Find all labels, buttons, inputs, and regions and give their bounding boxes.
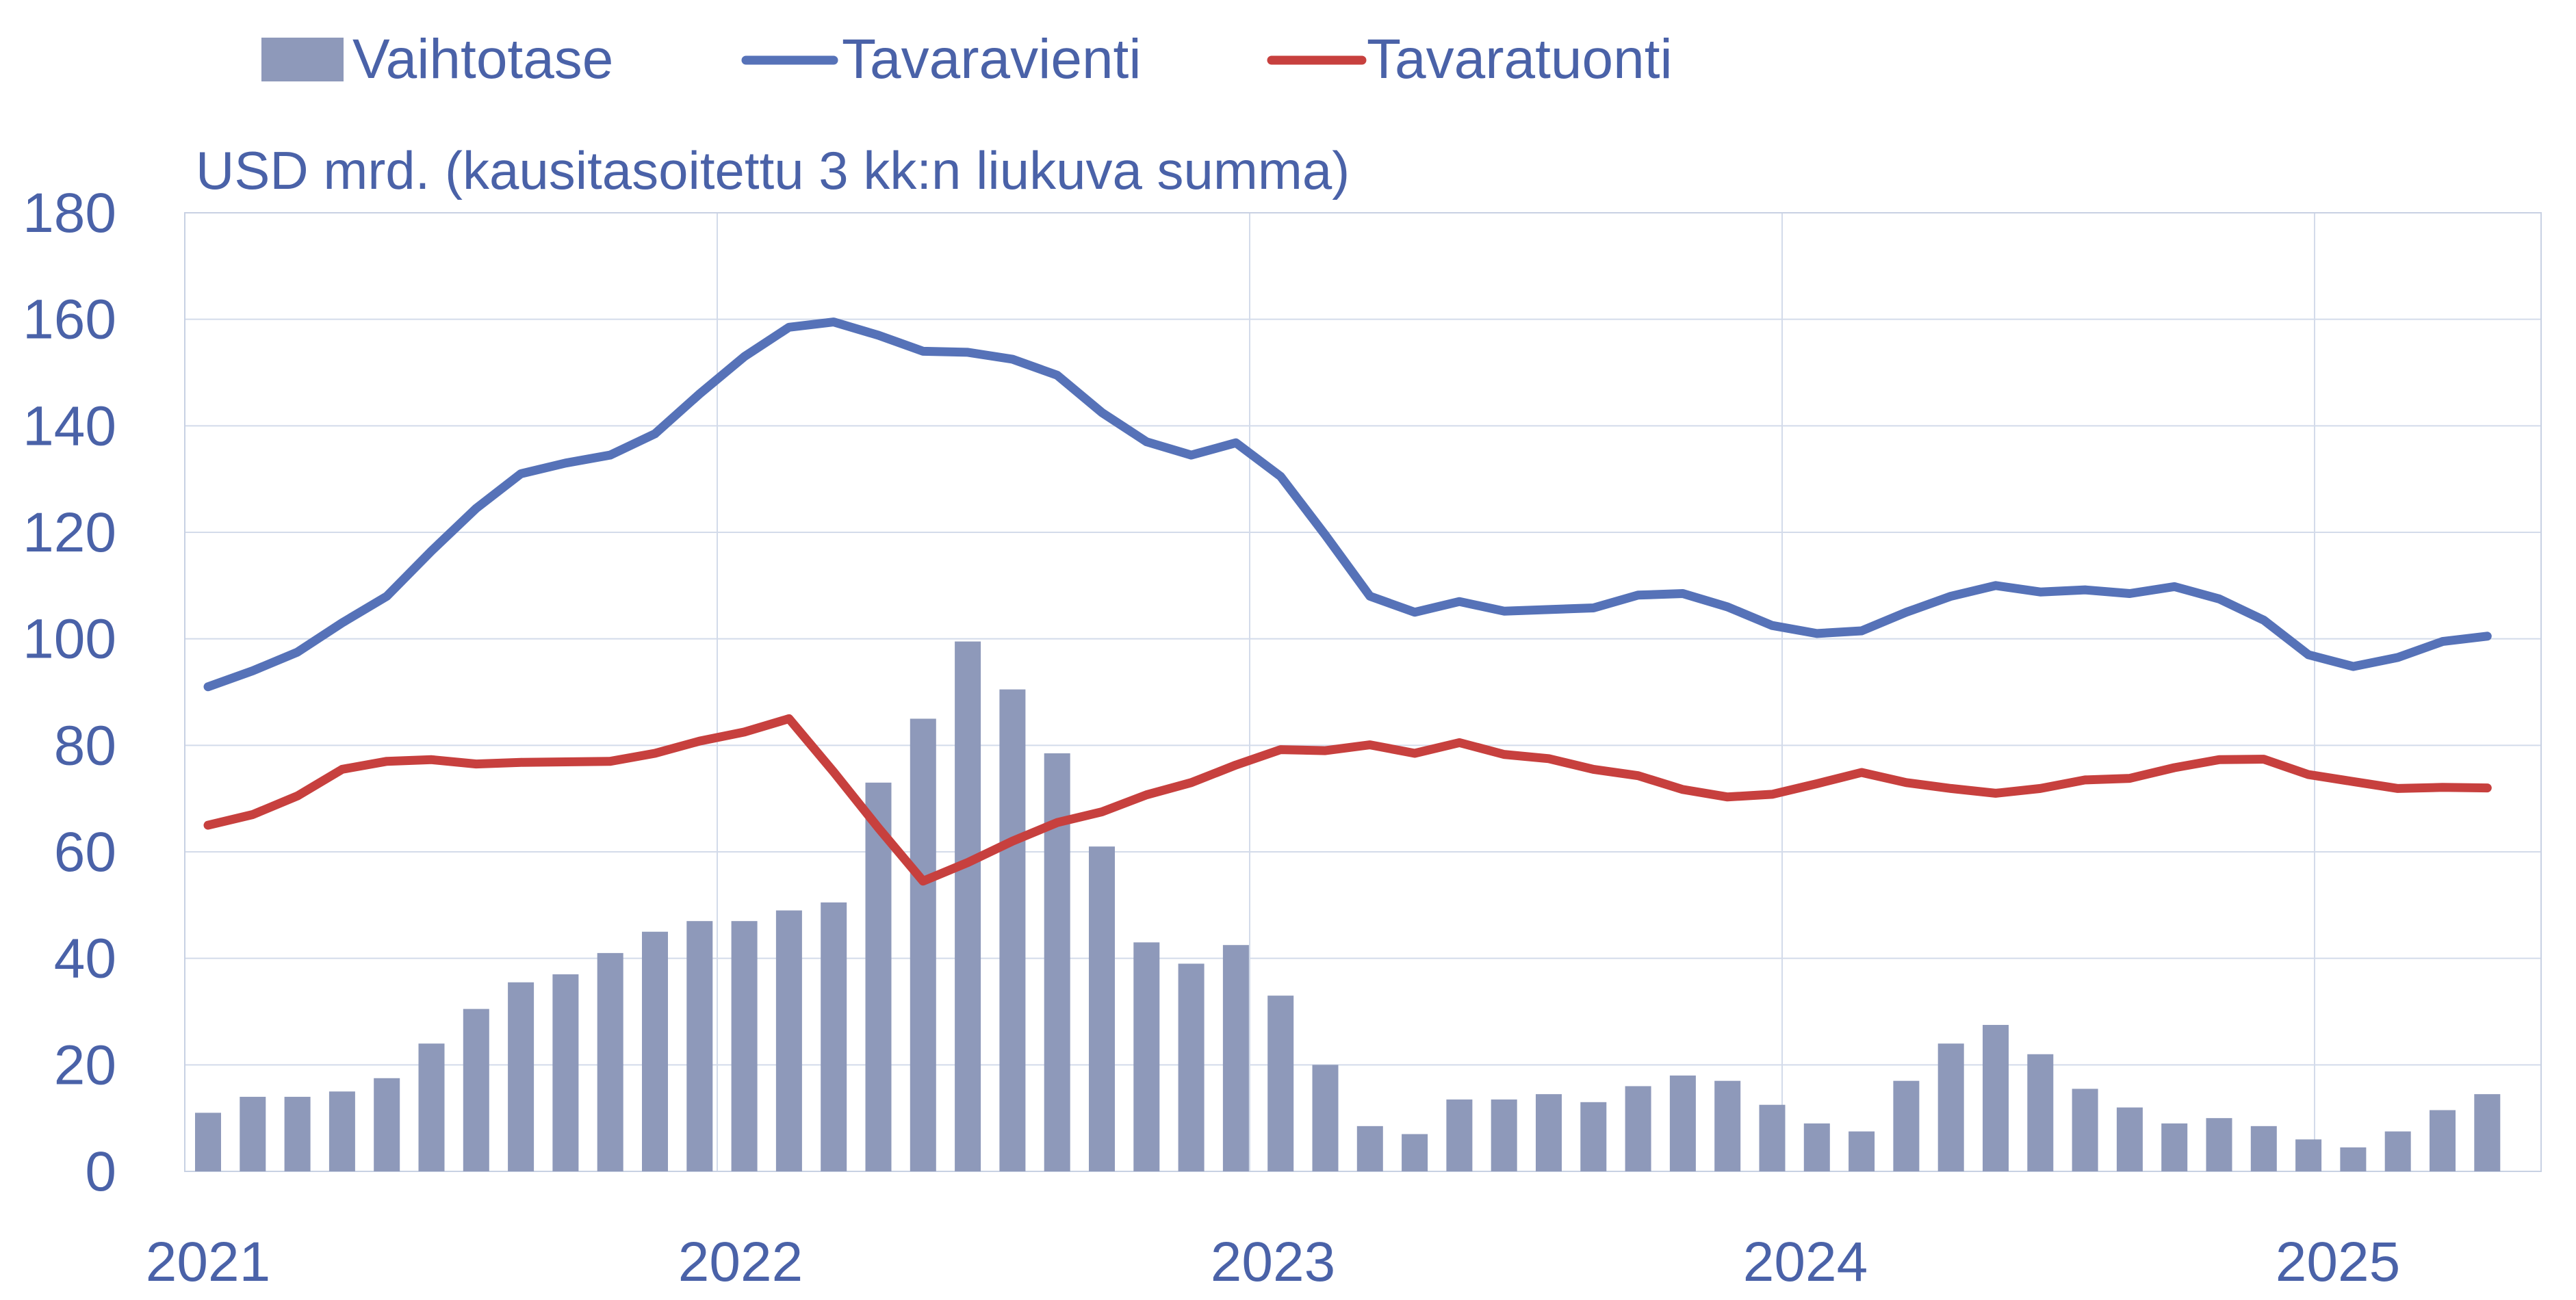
bar-vaihtotase (775, 910, 802, 1171)
bar-vaihtotase (1803, 1123, 1830, 1171)
bar-vaihtotase (2384, 1131, 2411, 1171)
bar-vaihtotase (1669, 1075, 1696, 1171)
x-tick-label: 2024 (1743, 1231, 1868, 1293)
bar-vaihtotase (463, 1009, 489, 1171)
bar-vaihtotase (686, 921, 713, 1171)
line-tavaravienti (203, 317, 2492, 692)
bar-vaihtotase (955, 641, 981, 1171)
bar-vaihtotase (731, 921, 758, 1171)
y-tick-label: 180 (23, 182, 116, 244)
y-tick-label: 120 (23, 502, 116, 564)
bar-vaihtotase (1356, 1126, 1383, 1171)
y-tick-label: 20 (54, 1034, 116, 1096)
bar-vaihtotase (508, 982, 534, 1171)
bar-vaihtotase (552, 974, 579, 1171)
legend: Vaihtotase Tavaravienti Tavaratuonti (261, 28, 1673, 90)
legend-label: Tavaratuonti (1367, 28, 1673, 90)
bar-vaihtotase (1402, 1134, 1428, 1171)
bar-vaihtotase (2027, 1054, 2054, 1171)
bar-vaihtotase (597, 952, 623, 1171)
bar-vaihtotase (2161, 1123, 2188, 1171)
bar-vaihtotase (1133, 942, 1160, 1171)
plot-frame (184, 212, 2542, 1172)
bar-vaihtotase (195, 1113, 221, 1171)
legend-item-tavaratuonti: Tavaratuonti (1267, 28, 1673, 90)
gridlines (185, 213, 2541, 1171)
y-tick-label: 160 (23, 289, 116, 351)
legend-label: Vaihtotase (352, 28, 613, 90)
legend-item-tavaravienti: Tavaravienti (741, 28, 1142, 90)
bar-vaihtotase (1893, 1080, 1920, 1171)
bar-vaihtotase (2072, 1089, 2098, 1171)
legend-label: Tavaravienti (842, 28, 1142, 90)
bar-vaihtotase (2430, 1110, 2456, 1171)
bar-vaihtotase (374, 1078, 400, 1171)
bar-vaihtotase (1178, 963, 1205, 1171)
legend-swatch (261, 38, 344, 81)
bar-vaihtotase (642, 931, 668, 1171)
y-tick-label: 140 (23, 395, 116, 457)
bar-vaihtotase (1983, 1024, 2009, 1171)
bar-vaihtotase (1714, 1080, 1741, 1171)
bar-vaihtotase (1222, 945, 1249, 1171)
bar-vaihtotase (1759, 1104, 1786, 1171)
bar-vaihtotase (1491, 1099, 1517, 1171)
bar-vaihtotase (418, 1043, 445, 1171)
bar-vaihtotase (1937, 1043, 1964, 1171)
y-axis: 0 20 40 60 80 100 120 140 160 180 (23, 182, 116, 1203)
x-tick-label: 2022 (678, 1231, 803, 1293)
bar-vaihtotase (1580, 1102, 1607, 1171)
bars-vaihtotase (195, 641, 2501, 1171)
bar-vaihtotase (329, 1091, 355, 1171)
line-series (203, 317, 2492, 886)
y-tick-label: 60 (54, 821, 116, 883)
x-tick-label: 2025 (2276, 1231, 2400, 1293)
unit-label: USD mrd. (kausitasoitettu 3 kk:n liukuva… (196, 140, 1350, 200)
bar-vaihtotase (1625, 1086, 1651, 1171)
y-tick-label: 0 (85, 1141, 116, 1203)
bar-vaihtotase (1446, 1099, 1473, 1171)
y-tick-label: 40 (54, 928, 116, 990)
x-axis: 2021 2022 2023 2024 2025 (146, 1231, 2400, 1293)
bar-vaihtotase (2116, 1107, 2143, 1171)
bar-vaihtotase (910, 718, 936, 1171)
x-tick-label: 2021 (146, 1231, 270, 1293)
bar-vaihtotase (1849, 1131, 1875, 1171)
bar-vaihtotase (1312, 1065, 1339, 1171)
line-tavaratuonti (203, 714, 2492, 886)
legend-item-vaihtotase: Vaihtotase (261, 28, 613, 90)
bar-vaihtotase (240, 1097, 266, 1171)
bar-vaihtotase (821, 902, 847, 1171)
bar-vaihtotase (1536, 1094, 1562, 1171)
bar-vaihtotase (2340, 1147, 2367, 1171)
bar-vaihtotase (2474, 1094, 2501, 1171)
bar-vaihtotase (1089, 846, 1115, 1171)
bar-vaihtotase (2295, 1139, 2322, 1171)
bar-vaihtotase (999, 689, 1026, 1171)
bar-vaihtotase (2206, 1118, 2232, 1171)
y-tick-label: 80 (54, 714, 116, 777)
bar-vaihtotase (1267, 996, 1294, 1171)
bar-vaihtotase (2250, 1126, 2277, 1171)
bar-vaihtotase (865, 782, 892, 1171)
bar-vaihtotase (284, 1097, 311, 1171)
x-tick-label: 2023 (1211, 1231, 1335, 1293)
y-tick-label: 100 (23, 608, 116, 671)
